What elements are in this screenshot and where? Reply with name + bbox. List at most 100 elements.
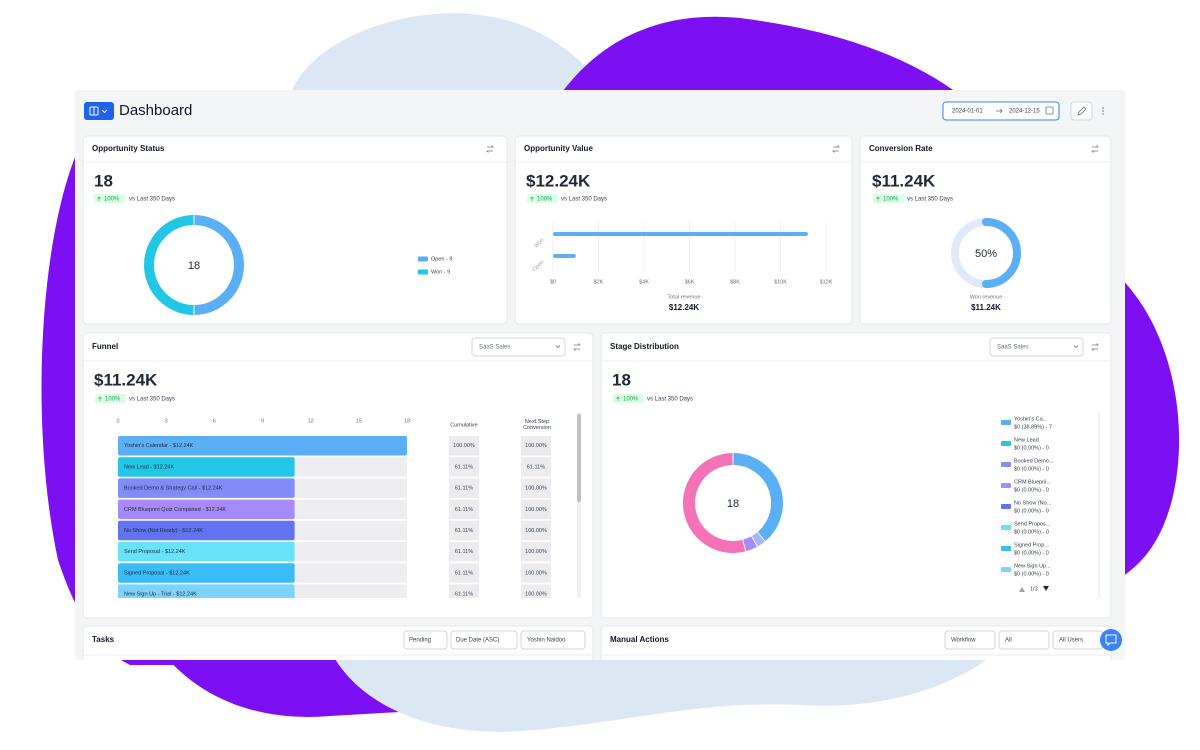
donut-segment — [683, 453, 746, 553]
page-title: Dashboard — [119, 102, 192, 119]
cumulative: 61.11% — [455, 464, 473, 470]
funnel-rows: Yoshin's Calendar - $12.24K 100.00% 100.00… — [118, 436, 551, 598]
kpi-value: $11.24K — [872, 171, 936, 190]
kpi-comparison: vs Last 350 Days — [129, 197, 175, 203]
column-header: Cumulative — [450, 422, 478, 428]
kpi-change: 100% — [105, 397, 121, 403]
cumulative: 61.11% — [455, 549, 473, 555]
more-button[interactable] — [1102, 107, 1104, 115]
next-step: 100.00% — [525, 592, 547, 598]
cumulative: 61.11% — [455, 592, 473, 598]
legend-swatch — [1001, 546, 1011, 551]
cell — [521, 520, 551, 541]
legend-swatch — [1001, 504, 1011, 509]
swap-icon[interactable] — [1091, 145, 1099, 153]
next-step: 100.00% — [525, 549, 547, 555]
next-step: 100.00% — [525, 443, 547, 449]
bar — [118, 478, 295, 498]
bar — [118, 520, 295, 541]
kpi-value: $12.24K — [526, 171, 591, 190]
card-title: Opportunity Value — [524, 144, 593, 153]
select-value: All — [1005, 638, 1012, 644]
donut-segment — [751, 532, 765, 547]
legend-swatch — [1001, 483, 1011, 488]
select-value: SaaS Sales — [479, 345, 510, 351]
legend-label: No Show (No... — [1014, 500, 1052, 506]
x-tick-label: $4K — [639, 279, 649, 285]
scrollbar[interactable] — [577, 414, 581, 502]
swap-icon[interactable] — [1091, 343, 1099, 351]
select-value: Pending — [409, 638, 431, 644]
date-start: 2024-01-01 — [952, 109, 983, 115]
legend-value: $0 (0.00%) - 0 — [1014, 529, 1049, 535]
select[interactable] — [944, 630, 996, 650]
cell — [521, 542, 551, 562]
select[interactable] — [520, 630, 586, 650]
select[interactable] — [989, 337, 1084, 357]
legend-value: $0 (0.00%) - 0 — [1014, 508, 1049, 514]
bar-label: New Sign Up - Trial - $12.24K — [124, 592, 197, 598]
layout-button[interactable] — [84, 102, 114, 120]
card — [82, 135, 508, 325]
card-title: Opportunity Status — [92, 144, 165, 153]
total: $11.24K — [971, 303, 1001, 312]
x-tick-label: $2K — [594, 279, 604, 285]
date-end: 2024-12-15 — [1009, 109, 1040, 115]
bar-label: Send Proposal - $12.24K — [124, 549, 186, 555]
swap-icon[interactable] — [573, 343, 581, 351]
x-tick-label: 18 — [404, 418, 410, 424]
kpi-comparison: vs Last 350 Days — [561, 197, 607, 203]
card-title: Funnel — [92, 342, 118, 351]
swap-icon[interactable] — [486, 145, 494, 153]
x-tick-label: 9 — [261, 418, 264, 424]
select-value: Yoshin Naidoo — [527, 638, 566, 644]
edit-button[interactable] — [1070, 101, 1093, 121]
gauge-arc — [982, 218, 1021, 288]
page-prev[interactable] — [1019, 587, 1025, 592]
select[interactable] — [403, 630, 448, 650]
next-step: 100.00% — [525, 486, 547, 492]
swap-icon[interactable] — [832, 145, 840, 153]
legend-label: Won - 9 — [431, 269, 450, 275]
x-tick-label: 6 — [213, 418, 216, 424]
bar — [553, 232, 808, 236]
select-value: Workflow — [951, 638, 976, 644]
donut-segment — [194, 215, 245, 315]
kpi-value: 18 — [94, 171, 113, 190]
column-header: Next Step Conversion — [523, 419, 551, 431]
cumulative: 61.11% — [455, 486, 473, 492]
kpi-comparison: vs Last 350 Days — [129, 397, 175, 403]
bar-label: No Show (Not Ready) - $12.24K — [124, 528, 203, 534]
bar-label: Signed Proposal - $12.24K — [124, 570, 190, 576]
legend-swatch — [418, 256, 428, 262]
legend-swatch — [418, 269, 428, 275]
legend-label: Booked Demo... — [1014, 458, 1054, 464]
select-value: Due Date (ASC) — [456, 638, 499, 644]
x-tick-label: $12K — [820, 279, 833, 285]
legend-label: Open - 9 — [431, 256, 452, 262]
page-next[interactable] — [1043, 586, 1049, 591]
kpi-change: 100% — [537, 197, 553, 203]
select[interactable] — [998, 630, 1050, 650]
card — [859, 135, 1112, 325]
cumulative: 100.00% — [453, 443, 475, 449]
select-value: All Users — [1059, 638, 1083, 644]
next-step: 100.00% — [525, 570, 547, 576]
bar — [118, 542, 295, 562]
cell — [521, 436, 551, 456]
select[interactable] — [471, 337, 566, 357]
chat-button[interactable] — [1100, 629, 1122, 651]
legend-label: Signed Prop... — [1014, 542, 1049, 548]
bar — [553, 254, 576, 258]
bar — [118, 457, 295, 477]
legend-swatch — [1001, 441, 1011, 446]
next-step: 61.11% — [527, 464, 545, 470]
legend-value: $0 (0.00%) - 0 — [1014, 487, 1049, 493]
next-step: 100.00% — [525, 507, 547, 513]
x-tick-label: 12 — [308, 418, 314, 424]
legend-label: CRM Blueprii... — [1014, 479, 1051, 485]
bar — [118, 499, 295, 520]
select[interactable] — [450, 630, 518, 650]
x-tick-label: $8K — [730, 279, 740, 285]
